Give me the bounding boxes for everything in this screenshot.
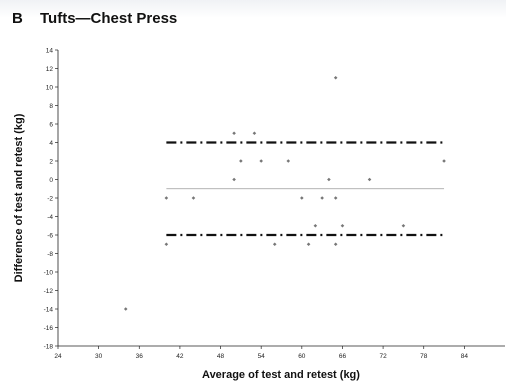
data-point <box>306 242 311 247</box>
y-tick-label: -18 <box>44 343 54 350</box>
y-tick-label: -8 <box>47 251 53 258</box>
data-point <box>252 131 257 136</box>
data-point <box>239 159 243 163</box>
data-point <box>333 196 338 200</box>
data-point <box>191 196 196 200</box>
reference-lines <box>166 141 445 237</box>
data-point <box>232 131 236 136</box>
y-tick-label: -4 <box>47 214 53 221</box>
data-point <box>327 177 331 182</box>
data-point <box>320 196 324 200</box>
x-tick-label: 66 <box>339 353 347 360</box>
axes <box>57 50 505 347</box>
y-tick-label: -16 <box>44 325 54 332</box>
data-point <box>401 223 406 228</box>
x-tick-label: 30 <box>95 353 103 360</box>
x-tick-label: 42 <box>176 353 184 360</box>
x-tick-label: 24 <box>54 353 62 360</box>
x-tick-label: 72 <box>379 353 387 360</box>
y-tick-label: 6 <box>49 121 53 128</box>
data-point <box>123 307 128 311</box>
data-point <box>286 159 291 163</box>
x-tick-label: 36 <box>136 353 144 360</box>
y-tick-label: -14 <box>44 306 54 313</box>
x-tick-label: 48 <box>217 353 225 360</box>
data-point <box>232 177 236 182</box>
header-band <box>0 0 506 18</box>
y-tick-label: -6 <box>47 232 53 239</box>
data-point <box>340 223 345 228</box>
y-tick-label: -12 <box>44 288 54 295</box>
data-point <box>313 223 318 228</box>
y-tick-label: 0 <box>49 177 53 184</box>
y-tick-label: 2 <box>49 158 53 165</box>
x-tick-label: 60 <box>298 353 306 360</box>
y-tick-label: 8 <box>49 103 53 110</box>
x-axis-title: Average of test and retest (kg) <box>202 369 360 381</box>
data-point <box>259 159 263 163</box>
data-points <box>123 75 446 311</box>
x-tick-label: 78 <box>420 353 428 360</box>
y-tick-label: -10 <box>44 269 54 276</box>
y-tick-label: 14 <box>46 47 54 54</box>
y-tick-label: 10 <box>46 84 54 91</box>
x-tick-label: 54 <box>258 353 266 360</box>
data-point <box>367 177 372 182</box>
data-point <box>442 159 446 163</box>
x-tick-label: 84 <box>461 353 469 360</box>
y-tick-label: 4 <box>49 140 53 147</box>
y-axis-title: Difference of test and retest (kg) <box>13 113 25 282</box>
panel-label: B <box>12 10 23 27</box>
data-point <box>333 242 338 247</box>
data-point <box>300 196 304 200</box>
data-point <box>164 242 169 247</box>
data-point <box>272 242 277 247</box>
chart-title: Tufts—Chest Press <box>40 10 178 27</box>
y-tick-label: -2 <box>47 195 53 202</box>
data-point <box>333 75 338 80</box>
y-tick-label: 12 <box>46 66 54 73</box>
data-point <box>164 196 169 200</box>
